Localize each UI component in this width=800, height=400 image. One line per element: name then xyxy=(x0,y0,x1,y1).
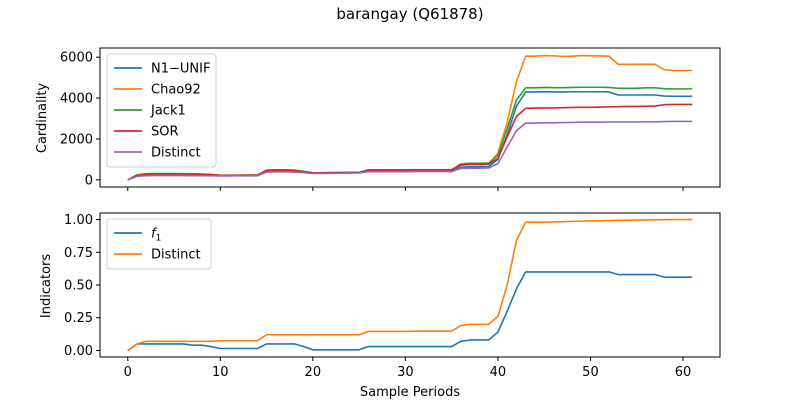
x-axis-label: Sample Periods xyxy=(360,385,460,400)
cardinality-ytick-label: 4000 xyxy=(60,92,93,107)
cardinality-ytick-label: 6000 xyxy=(60,51,93,66)
indicators-xtick-label: 0 xyxy=(124,365,132,380)
indicators-chart: 0.00 0.25 0.50 0.75 1.00 0 10 20 30 40 50 60 Indic… xyxy=(39,212,721,400)
indicators-legend-label-f1: f1 xyxy=(151,227,161,244)
indicators-xtick-label: 30 xyxy=(397,365,414,380)
cardinality-plot-frame xyxy=(99,47,721,188)
cardinality-ylabel: Cardinality xyxy=(35,83,50,154)
indicators-ytick-label: 0.50 xyxy=(64,279,93,294)
cardinality-legend: N1−UNIF Chao92 Jack1 SOR Distinct xyxy=(106,53,217,168)
indicators-xtick-label: 40 xyxy=(490,365,507,380)
cardinality-series-distinct-line xyxy=(127,120,693,181)
indicators-series-distinct-line xyxy=(127,218,693,352)
figure-title: barangay (Q61878) xyxy=(336,5,483,23)
indicators-xtick-label: 60 xyxy=(675,365,692,380)
indicators-xtick-label: 50 xyxy=(582,365,599,380)
indicators-legend: f1 Distinct xyxy=(106,218,212,270)
cardinality-legend-box xyxy=(106,53,217,168)
cardinality-legend-label-distinct: Distinct xyxy=(151,146,201,161)
indicators-ytick-label: 1.00 xyxy=(64,213,93,228)
indicators-ytick-label: 0.00 xyxy=(64,344,93,359)
indicators-series-f1-line xyxy=(127,271,693,352)
indicators-legend-box xyxy=(106,218,212,270)
cardinality-ytick-label: 2000 xyxy=(60,132,93,147)
indicators-legend-label-distinct: Distinct xyxy=(151,248,201,263)
cardinality-chart: 0 2000 4000 6000 Cardinality N1−UNIF Chao92 J… xyxy=(35,47,721,191)
cardinality-legend-label-chao92: Chao92 xyxy=(151,83,201,98)
cardinality-ytick-label: 0 xyxy=(85,173,93,188)
indicators-ytick-label: 0.75 xyxy=(64,246,93,261)
indicators-xtick-label: 10 xyxy=(212,365,229,380)
cardinality-legend-label-n1-unif: N1−UNIF xyxy=(151,62,210,77)
cardinality-legend-label-sor: SOR xyxy=(151,125,179,140)
indicators-ytick-label: 0.25 xyxy=(64,311,93,326)
cardinality-legend-label-jack1: Jack1 xyxy=(150,104,186,119)
indicators-xtick-label: 20 xyxy=(305,365,322,380)
indicators-ylabel: Indicators xyxy=(39,254,54,318)
